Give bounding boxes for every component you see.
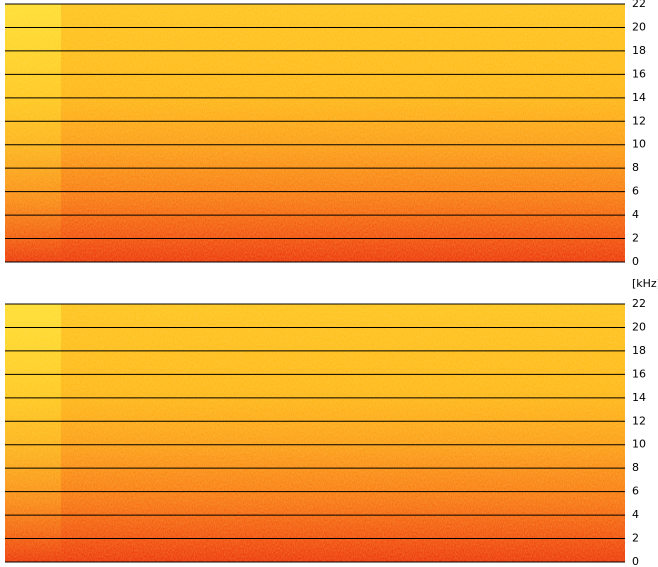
y-tick-label: 8 bbox=[632, 161, 639, 174]
y-tick-label: 22 bbox=[632, 0, 646, 10]
y-tick-label: 18 bbox=[632, 344, 646, 357]
y-tick-label: 10 bbox=[632, 138, 646, 151]
y-tick-label: 16 bbox=[632, 67, 646, 80]
y-tick-label: 4 bbox=[632, 208, 639, 221]
panel-2-image bbox=[5, 304, 625, 562]
y-tick-label: 14 bbox=[632, 391, 646, 404]
y-tick-label: 20 bbox=[632, 20, 646, 33]
y-tick-label: 18 bbox=[632, 44, 646, 57]
y-tick-label: 16 bbox=[632, 367, 646, 380]
y-tick-label: 20 bbox=[632, 320, 646, 333]
y-tick-label: 6 bbox=[632, 485, 639, 498]
axis-unit: [kHz] bbox=[632, 277, 658, 290]
y-tick-label: 8 bbox=[632, 461, 639, 474]
y-tick-label: 0 bbox=[632, 255, 639, 268]
y-tick-label: 4 bbox=[632, 508, 639, 521]
y-tick-label: 0 bbox=[632, 555, 639, 567]
y-tick-label: 12 bbox=[632, 114, 646, 127]
panel-1-image bbox=[5, 4, 625, 262]
y-tick-label: 2 bbox=[632, 232, 639, 245]
y-tick-label: 12 bbox=[632, 414, 646, 427]
y-tick-label: 2 bbox=[632, 532, 639, 545]
y-tick-label: 10 bbox=[632, 438, 646, 451]
y-tick-label: 14 bbox=[632, 91, 646, 104]
y-tick-label: 22 bbox=[632, 297, 646, 310]
y-tick-label: 6 bbox=[632, 185, 639, 198]
